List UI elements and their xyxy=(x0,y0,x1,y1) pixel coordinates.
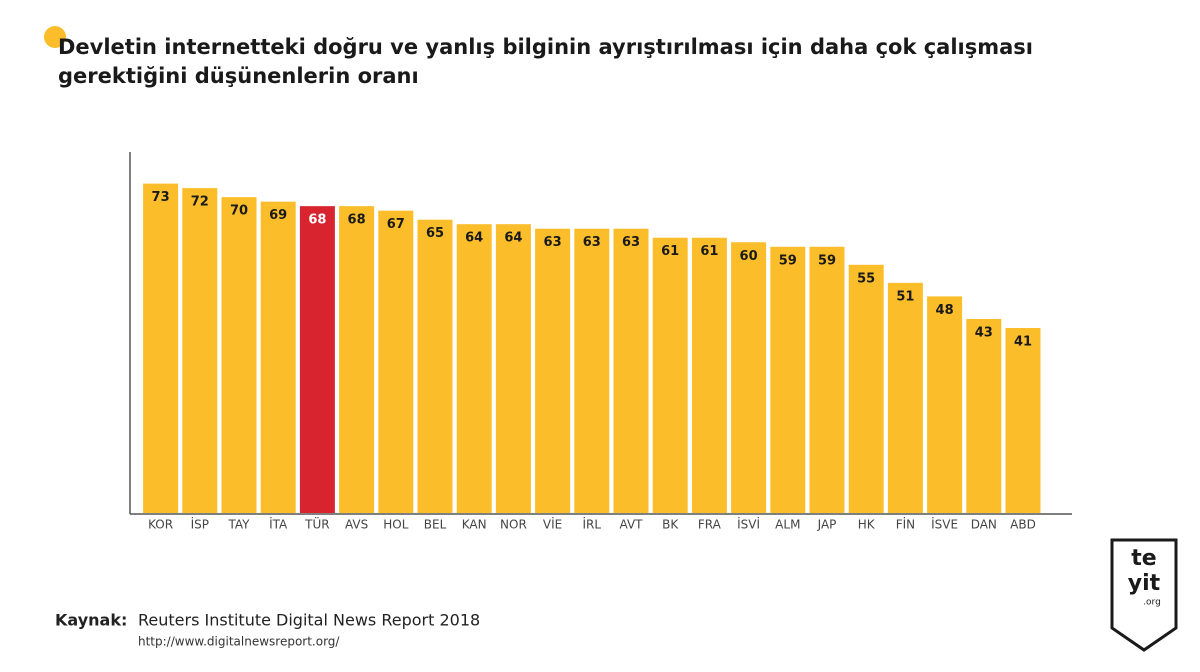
bar xyxy=(887,282,923,513)
x-tick-label: TÜR xyxy=(304,516,329,532)
bar xyxy=(456,224,492,513)
value-label: 63 xyxy=(583,235,601,250)
x-tick-label: İRL xyxy=(583,517,602,532)
bar xyxy=(809,246,845,513)
bar xyxy=(417,219,453,513)
value-label: 61 xyxy=(700,244,718,259)
bar xyxy=(182,188,218,513)
bar xyxy=(927,296,963,513)
x-tick-label: ABD xyxy=(1010,518,1036,532)
value-label: 64 xyxy=(504,231,522,246)
bar xyxy=(299,206,335,513)
value-label: 67 xyxy=(387,217,405,232)
logo-text: yit xyxy=(1128,571,1161,596)
x-tick-label: İSVİ xyxy=(737,517,760,532)
bar xyxy=(378,210,414,513)
bar xyxy=(613,228,649,513)
x-tick-label: BK xyxy=(662,518,679,532)
logo-text: .org xyxy=(1143,598,1161,608)
bar xyxy=(143,183,179,513)
value-label: 48 xyxy=(936,303,954,318)
value-label: 73 xyxy=(152,190,170,205)
bar xyxy=(339,206,375,513)
value-label: 61 xyxy=(661,244,679,259)
bar xyxy=(848,264,884,513)
value-label: 55 xyxy=(857,271,875,286)
value-label: 59 xyxy=(818,253,836,268)
x-tick-label: AVS xyxy=(345,518,368,532)
source-label: Kaynak: xyxy=(55,611,127,630)
logo-text: te xyxy=(1131,546,1156,571)
x-tick-label: İTA xyxy=(269,517,288,532)
x-tick-label: BEL xyxy=(424,518,447,532)
value-label: 72 xyxy=(191,195,209,210)
source: Reuters Institute Digital News Report 20… xyxy=(138,611,480,630)
chart-title: Devletin internetteki doğru ve yanlış bi… xyxy=(58,35,1033,59)
bar xyxy=(221,197,257,513)
bar xyxy=(260,201,296,513)
title-dot xyxy=(44,26,66,48)
chart-title: gerektiğini düşünenlerin oranı xyxy=(58,64,419,88)
bar xyxy=(652,237,688,514)
value-label: 68 xyxy=(348,213,366,228)
bar xyxy=(770,246,806,513)
x-tick-label: HOL xyxy=(383,518,408,532)
x-tick-label: VİE xyxy=(543,517,562,532)
x-tick-label: ALM xyxy=(775,518,800,532)
x-tick-label: HK xyxy=(858,518,876,532)
bar xyxy=(535,228,571,513)
value-label: 69 xyxy=(269,208,287,223)
value-label: 51 xyxy=(896,289,914,304)
bar xyxy=(1005,327,1041,513)
x-tick-label: FRA xyxy=(698,518,722,532)
x-tick-label: İSP xyxy=(191,517,209,532)
bar xyxy=(574,228,610,513)
x-tick-label: AVT xyxy=(620,518,644,532)
x-tick-label: NOR xyxy=(500,518,527,532)
x-tick-label: KOR xyxy=(148,518,173,532)
logo-shield xyxy=(1110,538,1178,652)
x-tick-label: TAY xyxy=(227,518,250,532)
x-tick-label: DAN xyxy=(971,518,997,532)
bar xyxy=(731,242,767,513)
x-tick-label: FİN xyxy=(896,517,915,532)
value-label: 64 xyxy=(465,231,483,246)
value-label: 43 xyxy=(975,325,993,340)
bar xyxy=(966,318,1002,513)
value-label: 63 xyxy=(622,235,640,250)
value-label: 65 xyxy=(426,226,444,241)
logo: te yit .org xyxy=(1110,538,1178,652)
x-tick-label: JAP xyxy=(817,518,837,532)
bar xyxy=(495,224,531,513)
x-tick-label: KAN xyxy=(462,518,487,532)
value-label: 63 xyxy=(544,235,562,250)
value-label: 68 xyxy=(308,213,326,228)
bar xyxy=(691,237,727,514)
value-label: 59 xyxy=(779,253,797,268)
value-label: 41 xyxy=(1014,334,1032,349)
value-label: 70 xyxy=(230,204,248,219)
value-label: 60 xyxy=(740,249,758,264)
source-url: http://www.digitalnewsreport.org/ xyxy=(138,635,340,649)
x-tick-label: İSVE xyxy=(931,517,958,532)
